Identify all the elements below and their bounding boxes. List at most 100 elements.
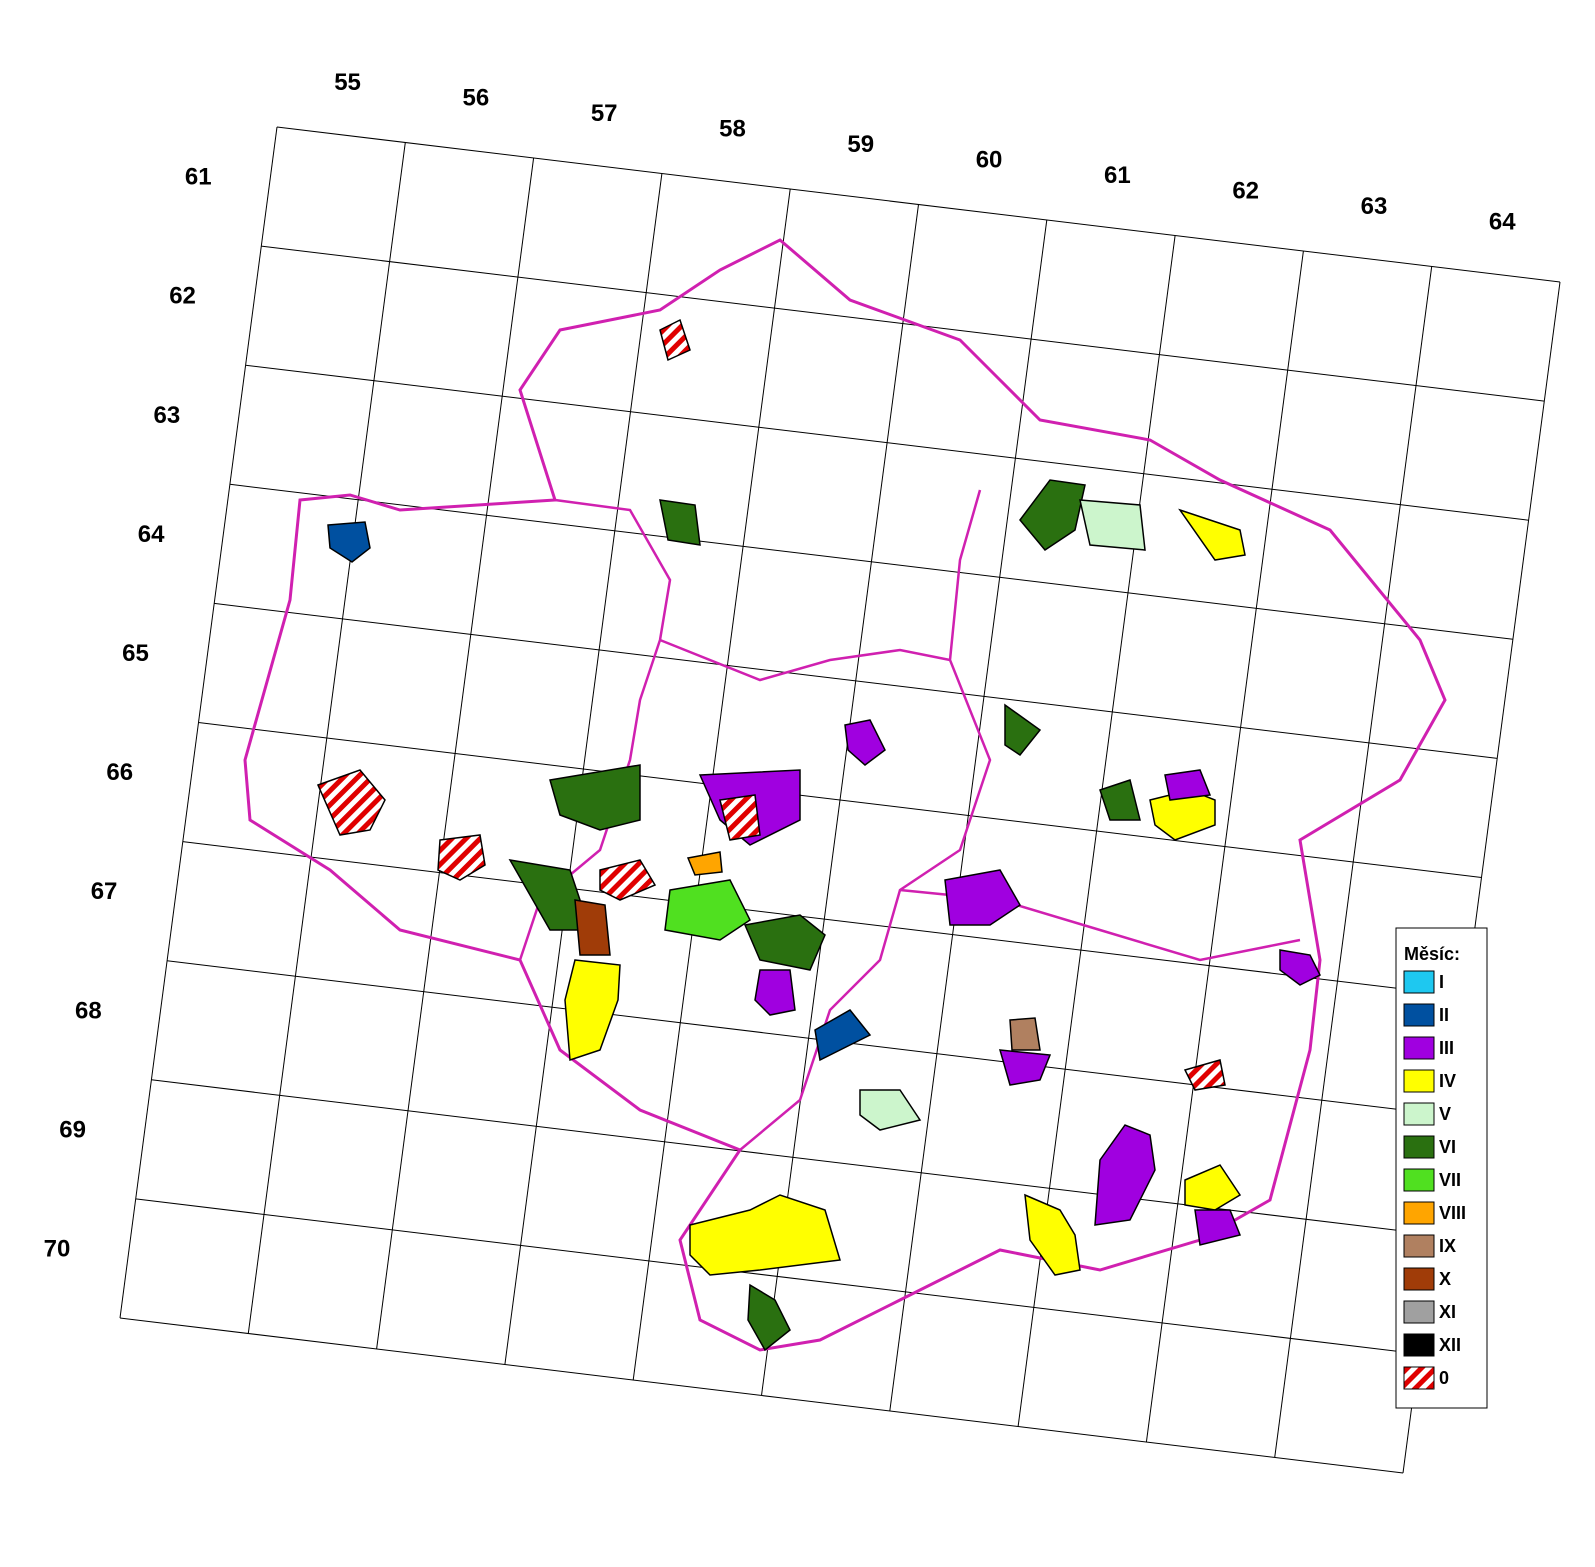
area: [1178, 508, 1246, 561]
legend-label: III: [1439, 1038, 1454, 1058]
area: [1183, 1059, 1226, 1091]
legend-label: X: [1439, 1269, 1451, 1289]
area: [1099, 779, 1141, 821]
grid-line: [182, 841, 1466, 998]
row-label: 68: [75, 997, 102, 1024]
legend-label: IV: [1439, 1071, 1456, 1091]
area: [814, 1009, 872, 1062]
area: [1164, 769, 1212, 801]
area: [719, 794, 761, 841]
area: [686, 851, 723, 876]
legend-label: V: [1439, 1104, 1451, 1124]
area: [316, 769, 386, 836]
legend-label: VII: [1439, 1170, 1461, 1190]
legend-swatch: [1403, 1168, 1435, 1192]
column-label: 62: [1232, 177, 1259, 204]
area: [844, 719, 886, 766]
area: [1019, 479, 1086, 551]
legend-label: VIII: [1439, 1203, 1466, 1223]
area: [944, 869, 1021, 926]
column-label: 56: [463, 84, 490, 111]
column-label: 59: [847, 131, 874, 158]
grid-line: [135, 1198, 1419, 1355]
legend-swatch: [1403, 970, 1435, 994]
grid-line: [245, 364, 1529, 521]
legend-swatch: [1403, 1069, 1435, 1093]
area: [327, 521, 371, 563]
grid-line: [119, 1317, 1404, 1474]
row-label: 66: [106, 759, 133, 786]
legend-swatch: [1403, 1366, 1435, 1390]
grid-line: [214, 602, 1498, 759]
area: [564, 959, 621, 1062]
legend-label: II: [1439, 1005, 1449, 1025]
row-label: 63: [153, 402, 180, 429]
row-label: 69: [59, 1116, 86, 1143]
area: [743, 914, 826, 971]
column-label: 61: [1104, 162, 1131, 189]
legend-label: IX: [1439, 1236, 1456, 1256]
legend-label: XII: [1439, 1335, 1461, 1355]
legend-label: VI: [1439, 1137, 1456, 1157]
legend-swatch: [1403, 1300, 1435, 1324]
grid-line: [229, 483, 1513, 640]
row-label: 64: [138, 521, 165, 548]
legend-label: XI: [1439, 1302, 1456, 1322]
area: [747, 1283, 791, 1352]
area: [1194, 1209, 1242, 1246]
column-label: 63: [1361, 193, 1388, 220]
column-label: 60: [976, 146, 1003, 173]
row-label: 62: [169, 283, 196, 310]
area: [859, 1089, 922, 1131]
area: [1024, 1193, 1081, 1276]
grid-line: [261, 245, 1545, 402]
area: [437, 834, 486, 881]
area: [659, 318, 691, 362]
row-label: 67: [91, 878, 118, 905]
area: [754, 969, 796, 1016]
legend-swatch: [1403, 1234, 1435, 1258]
row-label: 65: [122, 640, 149, 667]
area: [599, 859, 657, 901]
area: [574, 899, 611, 956]
grid-labels: 55 56 57 58 59 60 61 62 63 64 61 62 63 64 65 66 67 68 69 70: [44, 69, 1517, 1263]
legend-swatch: [1403, 1036, 1435, 1060]
area: [659, 499, 701, 546]
legend-title: Měsíc:: [1404, 944, 1460, 964]
row-label: 70: [44, 1235, 71, 1262]
row-label: 61: [185, 164, 212, 191]
areas: [316, 318, 1322, 1352]
grid-line: [198, 722, 1482, 878]
legend-swatch: [1403, 1135, 1435, 1159]
area: [689, 1194, 841, 1276]
legend-swatch: [1403, 1102, 1435, 1126]
legend-swatch: [1403, 1201, 1435, 1225]
area: [664, 879, 751, 941]
district-border: [739, 489, 992, 1151]
grid-line: [167, 960, 1451, 1117]
column-label: 64: [1489, 208, 1516, 235]
area: [1004, 703, 1042, 757]
area: [1079, 499, 1146, 551]
area: [1094, 1124, 1156, 1226]
legend-label: I: [1439, 972, 1444, 992]
area: [1279, 949, 1322, 986]
legend-swatch: [1403, 1267, 1435, 1291]
area: [998, 1049, 1052, 1086]
area: [1184, 1164, 1242, 1211]
area: [1009, 1017, 1041, 1051]
column-label: 58: [719, 115, 746, 142]
legend-swatch: [1403, 1333, 1435, 1357]
legend-swatch: [1403, 1003, 1435, 1027]
legend-label: 0: [1439, 1368, 1449, 1388]
column-label: 55: [334, 69, 361, 96]
grid-line: [276, 126, 1561, 283]
grid: [119, 126, 1561, 1474]
column-label: 57: [591, 100, 618, 127]
grid-line: [151, 1079, 1435, 1236]
area: [549, 764, 641, 831]
district-border: [659, 638, 951, 682]
